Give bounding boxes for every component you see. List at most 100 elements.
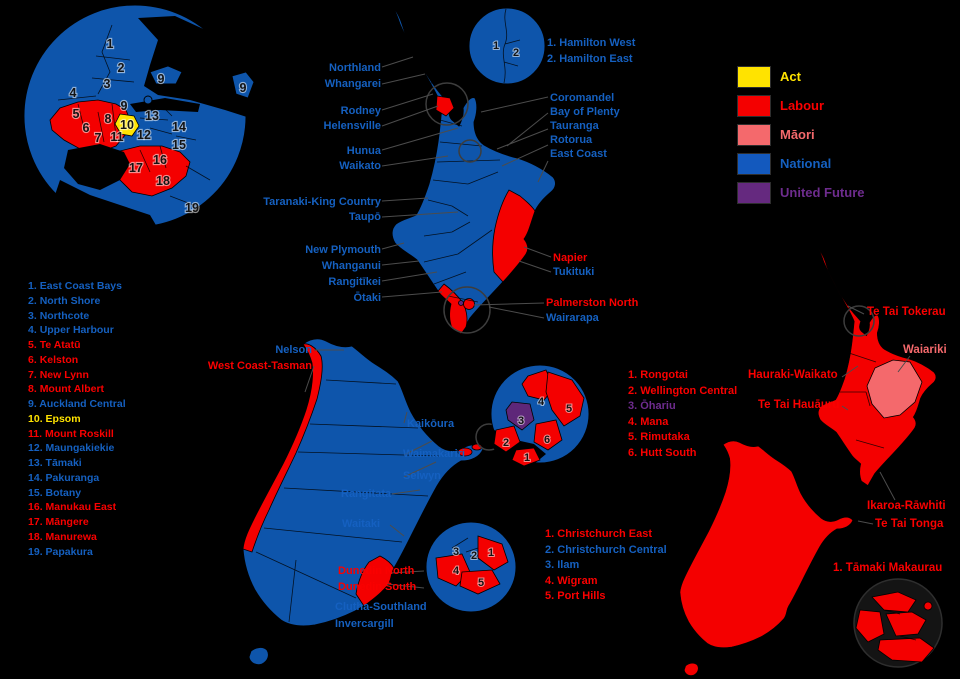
list-name: Christchurch East: [557, 528, 652, 540]
maori-electorate-label: Hauraki-Waikato: [748, 369, 838, 381]
electorate-number: 2: [503, 437, 509, 449]
united-future-swatch: [737, 181, 771, 204]
electorate-label: West Coast-Tasman: [207, 360, 312, 372]
epsom-region: [114, 113, 140, 137]
list-name: Ōhariu: [640, 400, 676, 412]
list-number: 5: [545, 590, 557, 602]
electorate-label: Rotorua: [550, 134, 593, 146]
electorate-number: 8: [105, 112, 112, 126]
tamaki-island: [923, 601, 933, 611]
auckland-boundaries: [57, 24, 211, 207]
list-item: 9Auckland Central: [28, 397, 126, 412]
wellington-zoom-marker: [443, 286, 491, 334]
list-number: 7: [28, 369, 40, 381]
list-item: 2Wellington Central: [628, 384, 737, 400]
west-coast-tasman-region: [242, 343, 323, 553]
maori-swatch: [737, 123, 771, 146]
hutt-south-region: [533, 419, 563, 451]
electorate-number: 9: [121, 99, 128, 113]
electorate-number: 6: [544, 434, 550, 446]
list-number: 3: [28, 310, 40, 322]
list-item: 13Tāmaki: [28, 456, 126, 471]
manukau-harbour-water: [64, 144, 130, 190]
electorate-label: Palmerston North: [546, 297, 639, 309]
legend-item: United Future: [737, 178, 865, 207]
list-name: Wellington Central: [640, 384, 738, 397]
list-name: Papakura: [45, 545, 93, 558]
electorate-number: 1: [524, 452, 530, 464]
list-number: 9: [28, 398, 39, 410]
electorate-label: Hunua: [346, 145, 381, 157]
list-item: 1Christchurch East: [545, 527, 667, 543]
list-item: 3Northcote: [28, 309, 126, 324]
stewart-island: [248, 647, 269, 666]
list-item: 5Te Atatū: [28, 338, 126, 353]
list-item: 4Wigram: [545, 574, 667, 590]
hamilton-boundary: [502, 8, 521, 84]
list-number: 13: [28, 457, 46, 469]
list-number: 1: [545, 528, 557, 540]
electorate-label: Kaikōura: [407, 418, 455, 430]
list-number: 6: [28, 354, 40, 366]
rimutaka-region: [545, 371, 585, 427]
tamaki-isthmus: [885, 611, 927, 637]
electorate-number-island: 9: [240, 81, 247, 95]
dunedin-region: [355, 555, 395, 607]
electorate-number: 2: [471, 550, 477, 562]
list-item: 1Rongotai: [628, 368, 737, 384]
rongotai-region: [511, 447, 541, 467]
electorate-number: 5: [566, 403, 572, 415]
christchurch-red-region: [457, 447, 473, 457]
electorate-number: 14: [172, 120, 186, 134]
list-name: Northcote: [39, 309, 90, 322]
electorate-number: 1: [107, 37, 114, 51]
hamilton-zoom-marker: [458, 139, 482, 163]
list-number: 4: [628, 416, 640, 428]
maori-stewart-island: [683, 662, 699, 676]
electorate-label: Dunedin South: [338, 581, 417, 593]
list-number: 2: [28, 295, 40, 307]
list-number: 10: [28, 413, 46, 425]
list-number: 1: [628, 369, 640, 381]
list-name: East Coast Bays: [39, 280, 122, 292]
maori-electorate-label: Te Tai Hauāuru: [758, 399, 840, 411]
list-name: Auckland Central: [39, 398, 126, 410]
list-number: 17: [28, 516, 46, 528]
electorate-number: 19: [185, 201, 199, 215]
electorate-label: Selwyn: [403, 470, 441, 482]
list-item: 2Hamilton East: [547, 52, 635, 68]
electorate-label: Coromandel: [550, 92, 615, 104]
auckland-zoom-marker: [425, 82, 469, 126]
list-name: New Lynn: [39, 368, 89, 381]
legend-label: United Future: [780, 185, 865, 200]
list-item: 12Maungakiekie: [28, 441, 126, 456]
wellington-region: [437, 283, 468, 335]
list-number: 11: [28, 428, 45, 440]
list-item: 8Mount Albert: [28, 382, 126, 397]
great-barrier-island: [231, 71, 255, 99]
ohariu-dot: [458, 300, 464, 306]
auckland-electorate-list: 1East Coast Bays 2North Shore 3Northcote…: [28, 279, 126, 559]
electorate-label: Waikato: [339, 160, 381, 172]
electorate-label: Rangitīkei: [328, 276, 381, 288]
electorate-label: Taupō: [348, 211, 381, 223]
list-number: 2: [545, 544, 557, 556]
legend-item: National: [737, 149, 865, 178]
list-item: 15Botany: [28, 486, 126, 501]
christchurch-electorate-list: 1Christchurch East 2Christchurch Central…: [545, 527, 667, 605]
electorate-number: 2: [118, 61, 125, 75]
tamaki-makaurau-inset: [853, 578, 943, 668]
list-name: Mana: [640, 415, 669, 428]
hauraki-gulf-water: [138, 16, 254, 118]
north-island-boundaries: [408, 35, 501, 303]
list-number: 1: [547, 37, 559, 49]
electorate-label: Waimakariri: [403, 448, 465, 460]
act-swatch: [737, 65, 771, 88]
list-number: 1: [833, 562, 846, 574]
list-number: 4: [28, 324, 40, 336]
electorate-number: 3: [104, 77, 111, 91]
list-name: Maungakiekie: [45, 442, 115, 455]
electorate-number: 5: [73, 107, 80, 121]
electorate-label: Whanganui: [321, 260, 381, 272]
southwest-water: [55, 180, 160, 232]
